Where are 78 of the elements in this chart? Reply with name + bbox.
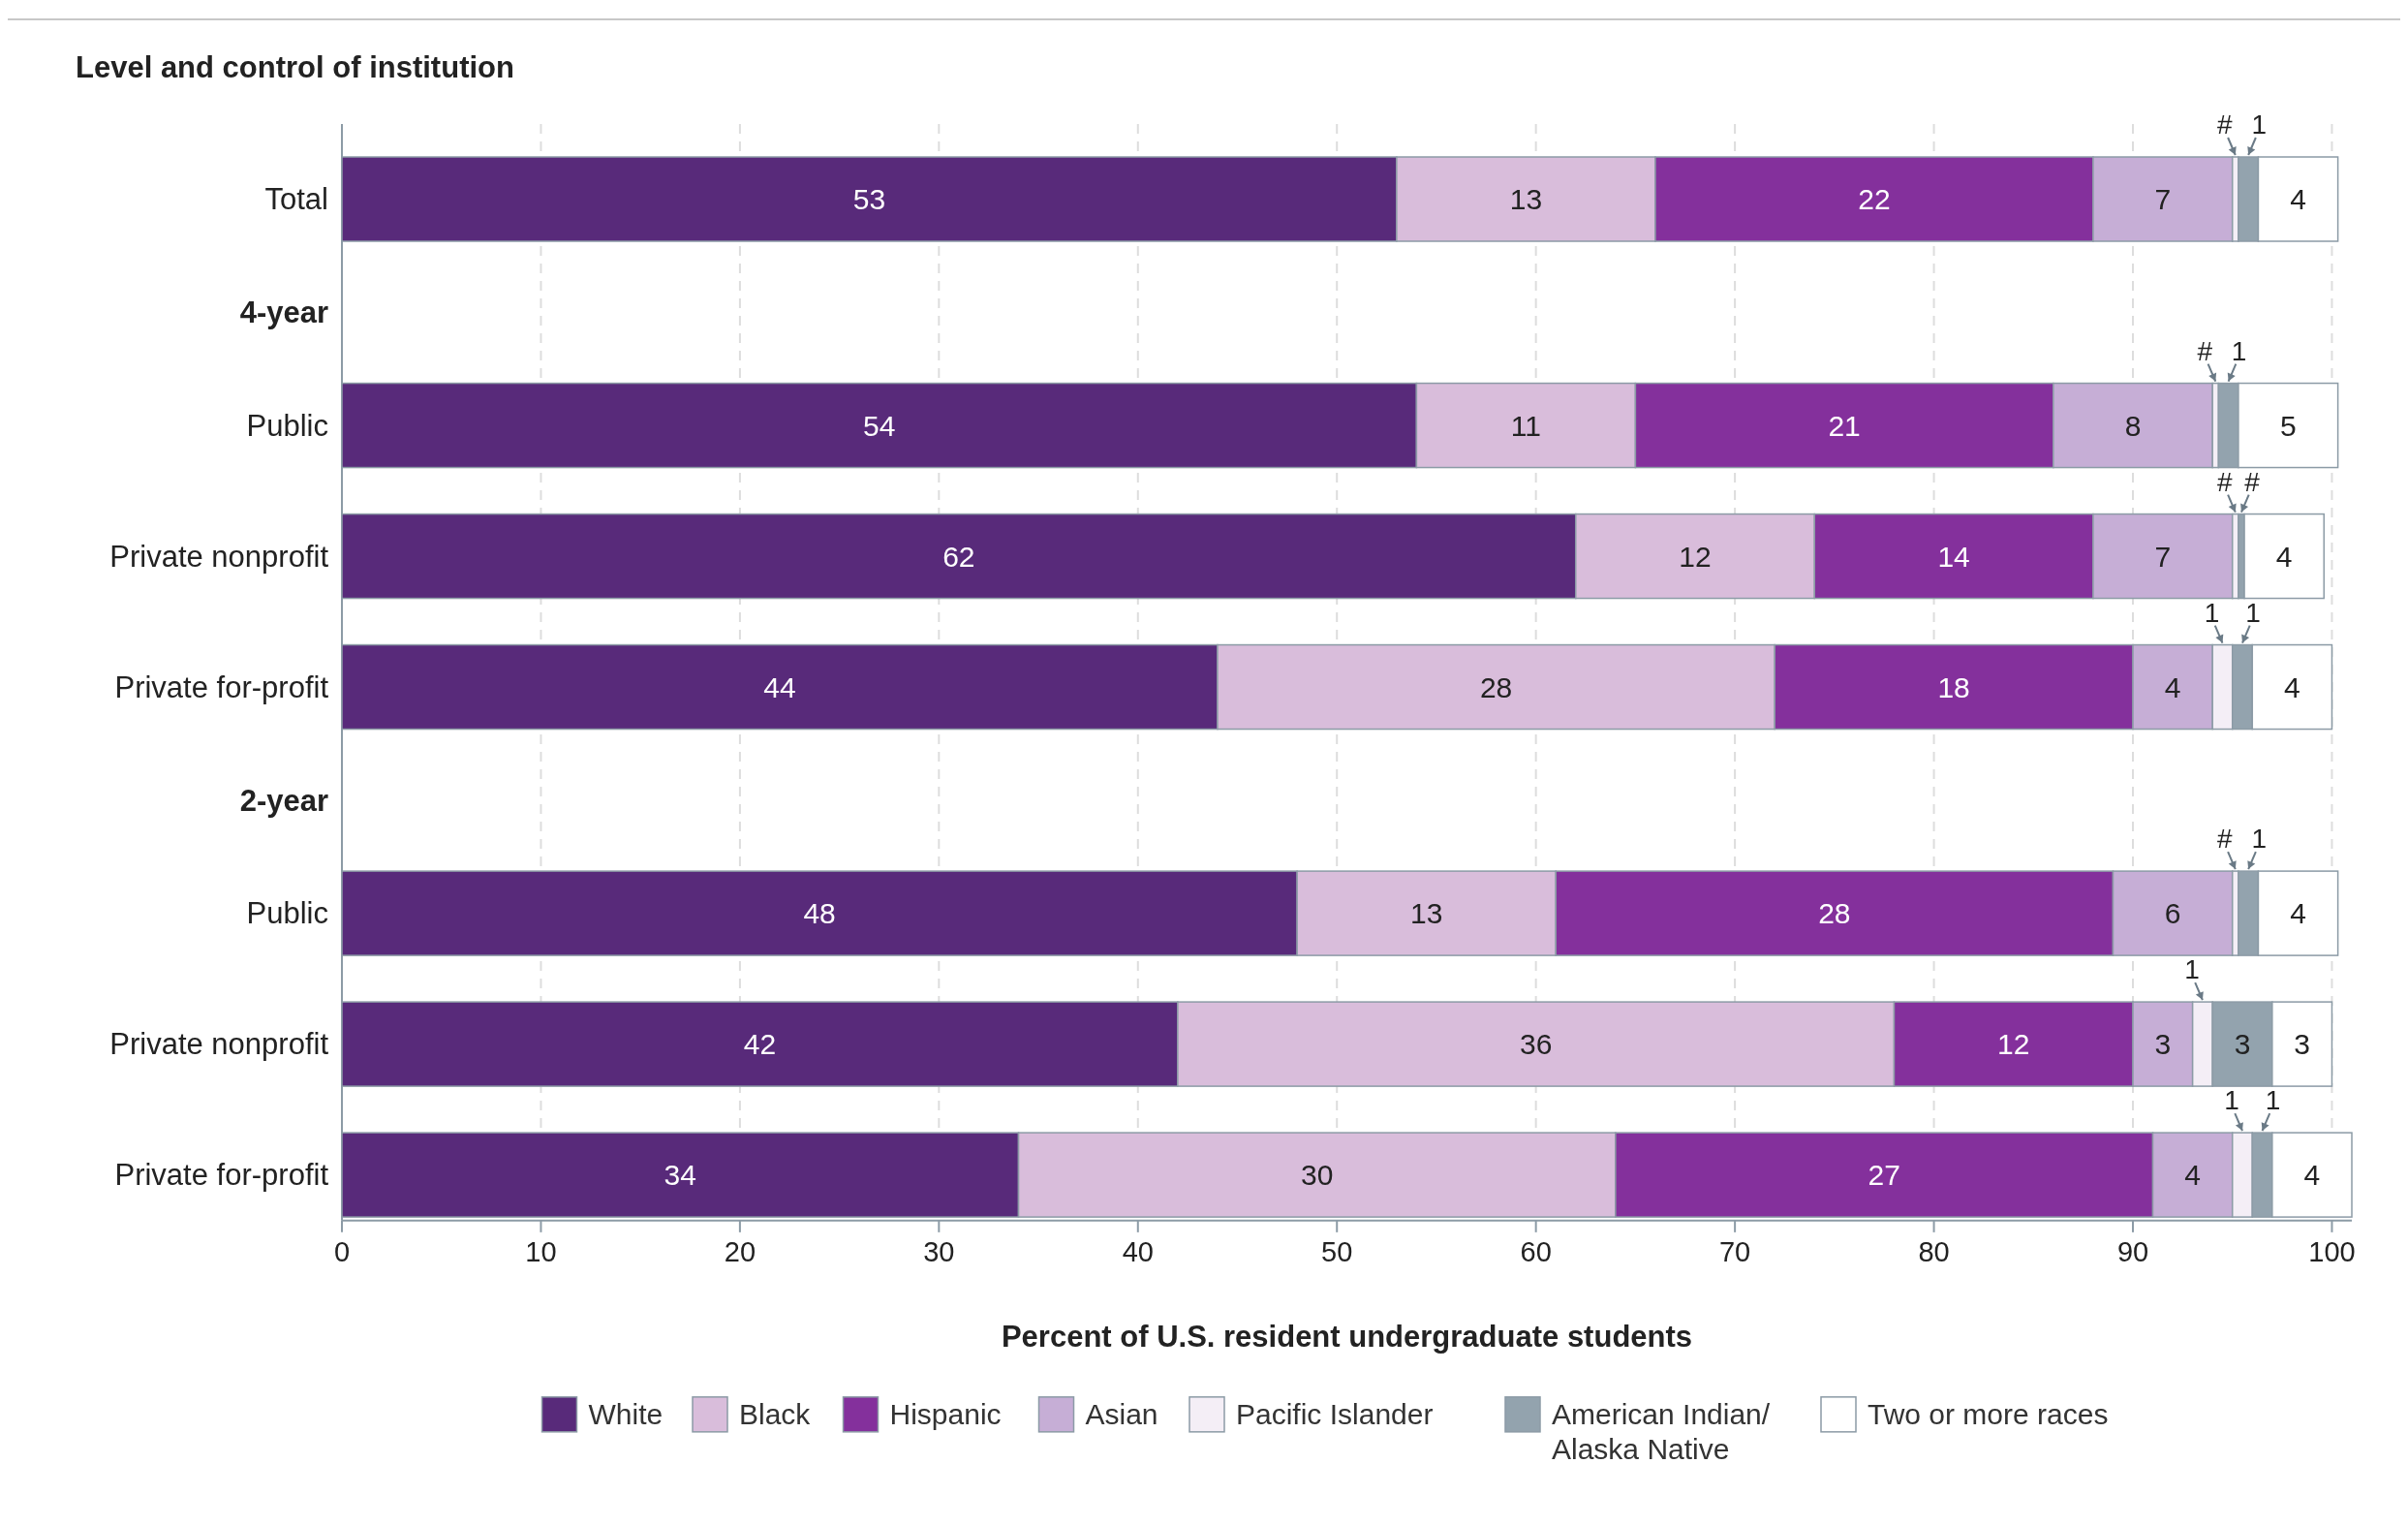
legend-label: American Indian/ Alaska Native	[1552, 1398, 1771, 1466]
data-label: 11	[1510, 409, 1541, 442]
data-label: 4	[2290, 897, 2306, 930]
data-label: 28	[1818, 897, 1851, 930]
data-label: 12	[1679, 540, 1712, 573]
data-label: 30	[1301, 1159, 1334, 1192]
data-label: 14	[1937, 540, 1970, 573]
y-tick-label: Total	[264, 182, 328, 217]
data-label: 54	[863, 409, 896, 442]
data-label: 22	[1858, 183, 1891, 215]
y-tick-label: Public	[246, 408, 328, 443]
data-label: 21	[1828, 409, 1861, 442]
data-label: 8	[2124, 409, 2142, 442]
y-tick-label: Public	[246, 896, 328, 931]
data-label: 4	[2290, 183, 2306, 215]
data-label: 13	[1509, 183, 1543, 215]
legend-label: Black	[739, 1398, 812, 1431]
data-label: 27	[1868, 1159, 1900, 1192]
data-label: #	[2217, 109, 2234, 140]
legend-label: White	[588, 1398, 664, 1431]
data-label: 4	[2164, 670, 2181, 703]
x-tick-label: 20	[724, 1235, 756, 1267]
legend-label: Asian	[1085, 1398, 1158, 1431]
x-axis-title: Percent of U.S. resident undergraduate students	[1001, 1319, 1693, 1354]
data-label: 36	[1519, 1028, 1553, 1061]
y-tick-label: 2-year	[239, 783, 328, 818]
data-label: 1	[2184, 954, 2200, 985]
data-label: #	[2217, 466, 2234, 497]
data-label: 1	[2251, 109, 2267, 140]
y-tick-label: Private for-profit	[114, 1158, 329, 1193]
data-label: 5	[2279, 409, 2297, 442]
data-label: 53	[852, 183, 886, 215]
data-label: 4	[2275, 540, 2293, 573]
x-tick-label: 30	[923, 1235, 955, 1267]
y-tick-label: 4-year	[239, 296, 328, 330]
x-tick-label: 70	[1718, 1235, 1751, 1267]
data-label: 18	[1937, 670, 1970, 703]
x-tick-label: 0	[333, 1235, 351, 1267]
x-tick-label: 50	[1321, 1235, 1353, 1267]
x-tick-label: 90	[2116, 1235, 2149, 1267]
x-tick-label: 60	[1520, 1235, 1552, 1267]
data-label: 4	[2184, 1159, 2201, 1192]
data-label: #	[2217, 824, 2234, 855]
data-label: #	[2244, 466, 2261, 497]
legend-label: Pacific Islander	[1236, 1398, 1434, 1431]
data-label: 13	[1409, 897, 1443, 930]
data-label: #	[2197, 335, 2213, 366]
legend-label: Two or more races	[1868, 1398, 2109, 1431]
data-label: 44	[763, 670, 796, 703]
data-label: 28	[1479, 670, 1513, 703]
y-tick-label: Private nonprofit	[109, 1027, 329, 1062]
data-label: 3	[2154, 1028, 2172, 1061]
data-label: 6	[2164, 897, 2181, 930]
legend-label: Hispanic	[889, 1398, 1002, 1431]
data-label: 42	[743, 1028, 777, 1061]
y-tick-label: Private nonprofit	[109, 539, 329, 574]
data-label: 1	[2251, 824, 2267, 855]
data-label: 12	[1997, 1028, 2030, 1061]
y-tick-label: Private for-profit	[114, 670, 329, 704]
data-label: 1	[2224, 1085, 2239, 1116]
data-label: 3	[2294, 1028, 2310, 1061]
x-tick-label: 10	[525, 1235, 557, 1267]
data-label: 3	[2234, 1028, 2251, 1061]
x-tick-label: 100	[2308, 1235, 2356, 1267]
data-label: 1	[2265, 1085, 2281, 1116]
x-tick-label: 40	[1122, 1235, 1154, 1267]
data-label: 7	[2154, 183, 2172, 215]
data-label: 48	[803, 897, 836, 930]
data-label: 1	[2231, 335, 2247, 366]
data-label: 4	[2284, 670, 2300, 703]
data-label: 1	[2245, 597, 2261, 628]
y-axis-title: Level and control of institution	[76, 50, 514, 84]
data-label: 1	[2204, 597, 2220, 628]
data-label: 7	[2154, 540, 2172, 573]
data-label: 4	[2303, 1159, 2321, 1192]
data-label: 62	[942, 540, 975, 573]
data-label: 34	[664, 1159, 696, 1192]
x-tick-label: 80	[1918, 1235, 1950, 1267]
